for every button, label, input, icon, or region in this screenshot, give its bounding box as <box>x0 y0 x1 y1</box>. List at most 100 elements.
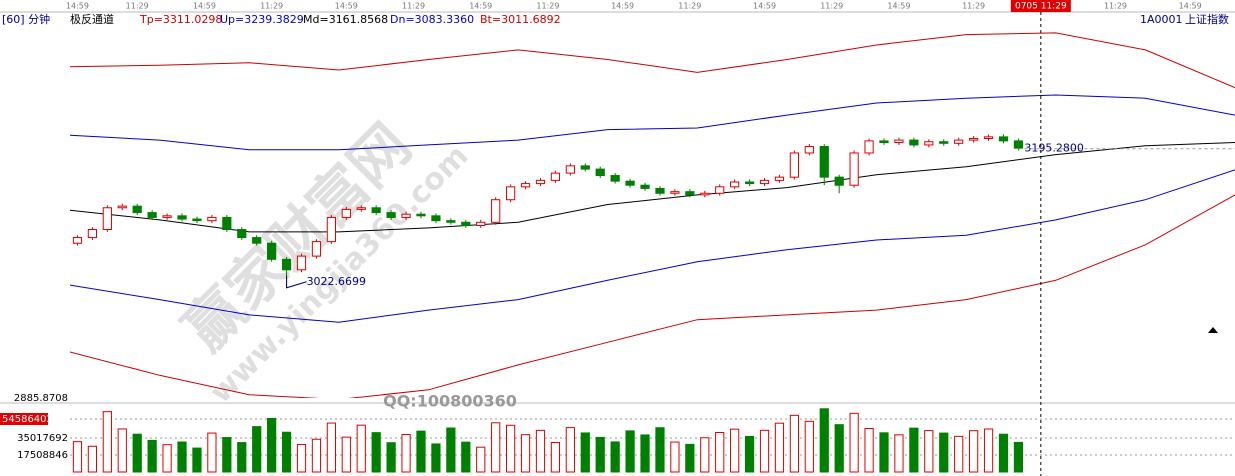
volume-bar <box>252 426 262 473</box>
legend-entry: Tp=3311.0298 <box>139 13 222 26</box>
candle-body <box>72 237 83 244</box>
volume-bar <box>281 431 292 473</box>
candle-body <box>281 258 292 271</box>
volume-bar <box>520 434 531 473</box>
candle-body <box>177 215 187 220</box>
candle-body <box>102 207 112 231</box>
volume-bar <box>849 412 859 473</box>
volume-tick-highlight <box>0 412 48 425</box>
x-tick-label: 11:29 <box>962 2 985 11</box>
candle-body <box>461 221 471 226</box>
volume-bar <box>87 445 98 473</box>
volume-bar <box>595 436 605 473</box>
volume-bar <box>416 430 426 473</box>
annotation: 3195.2800 <box>1024 142 1084 155</box>
candle-body <box>849 152 859 186</box>
legend-entry: Dn=3083.3360 <box>390 13 474 26</box>
volume-bar <box>237 442 247 473</box>
volume-bar <box>625 430 635 473</box>
x-tick-label: 11:29 <box>402 2 425 11</box>
volume-bar <box>924 430 934 473</box>
x-tick-label: 11:29 <box>126 2 149 11</box>
candle-body <box>446 220 456 223</box>
volume-bar <box>207 432 217 473</box>
volume-bar <box>670 441 680 473</box>
candle-body <box>670 191 680 194</box>
x-tick-label: 14:59 <box>887 2 910 11</box>
cursor-label-bg <box>1010 0 1071 12</box>
volume-tick-label: 35017692 <box>17 433 68 444</box>
candle-body <box>998 136 1009 142</box>
candle-body <box>431 215 441 222</box>
candle-body <box>580 165 590 170</box>
candle-body <box>416 213 426 217</box>
candle-body <box>879 140 889 144</box>
annotation-pointer <box>286 275 307 289</box>
volume-bar <box>819 408 829 473</box>
candle-body <box>535 179 546 185</box>
volume-bar <box>401 433 411 473</box>
candle-body <box>252 237 262 244</box>
candle-body <box>491 199 501 223</box>
candle-body <box>565 165 575 174</box>
candle-body <box>969 137 979 141</box>
candle-body <box>804 146 814 154</box>
candle-body <box>326 216 336 243</box>
x-tick-label: 14:59 <box>193 2 216 11</box>
indicator-name: 极反通道 <box>70 12 114 26</box>
volume-bar <box>371 432 381 473</box>
x-tick-label: 11:29 <box>260 2 283 11</box>
candle-body <box>909 139 919 146</box>
volume-bar <box>774 422 785 473</box>
candle-body <box>132 205 142 214</box>
channel-line <box>70 32 1235 89</box>
volume-bar <box>296 443 307 473</box>
period: [60] 分钟 <box>2 12 50 26</box>
volume-bar <box>386 442 396 473</box>
candle-body <box>954 139 964 144</box>
candle-body <box>700 192 710 196</box>
candle-body <box>640 184 650 189</box>
candle-body <box>222 216 232 231</box>
volume-bar <box>715 431 725 473</box>
candle-body <box>162 215 172 218</box>
candle-body <box>267 242 277 260</box>
volume-tick-label: 17508846 <box>17 450 68 461</box>
volume-bar <box>685 443 695 473</box>
candle-body <box>207 216 217 222</box>
volume-bar <box>834 424 844 473</box>
candle-body <box>117 205 127 209</box>
candle-body <box>506 186 516 201</box>
candle-body <box>147 212 157 218</box>
volume-bar <box>864 427 874 473</box>
x-tick-label: 11:29 <box>1104 2 1127 11</box>
volume-bar <box>356 424 366 473</box>
volume-bar <box>894 434 904 473</box>
volume-bar <box>730 428 740 473</box>
candle-body <box>520 183 531 188</box>
volume-bar <box>954 435 964 473</box>
annotation: 3022.6699 <box>307 275 367 288</box>
symbol-code: 1A0001 <box>1140 13 1183 26</box>
x-tick-label: 11:29 <box>536 2 559 11</box>
volume-bar <box>162 444 172 473</box>
volume-bar <box>580 432 590 473</box>
candle-body <box>371 207 381 214</box>
candle-body <box>296 255 307 271</box>
candle-body <box>595 168 605 177</box>
x-tick-label: 14:59 <box>469 2 492 11</box>
y-tick-label: 2885.8708 <box>14 393 68 404</box>
candle-body <box>834 176 844 186</box>
candle-body <box>685 191 695 196</box>
volume-bar <box>969 430 979 473</box>
legend-entry: Bt=3011.6892 <box>480 13 561 26</box>
candle-body <box>386 212 396 218</box>
symbol-name: 上证指数 <box>1185 12 1229 26</box>
candle-body <box>894 139 904 144</box>
x-tick-label: 11:29 <box>820 2 843 11</box>
x-tick-label: 14:59 <box>335 2 358 11</box>
candle-body <box>789 152 799 178</box>
volume-bar <box>341 436 351 473</box>
